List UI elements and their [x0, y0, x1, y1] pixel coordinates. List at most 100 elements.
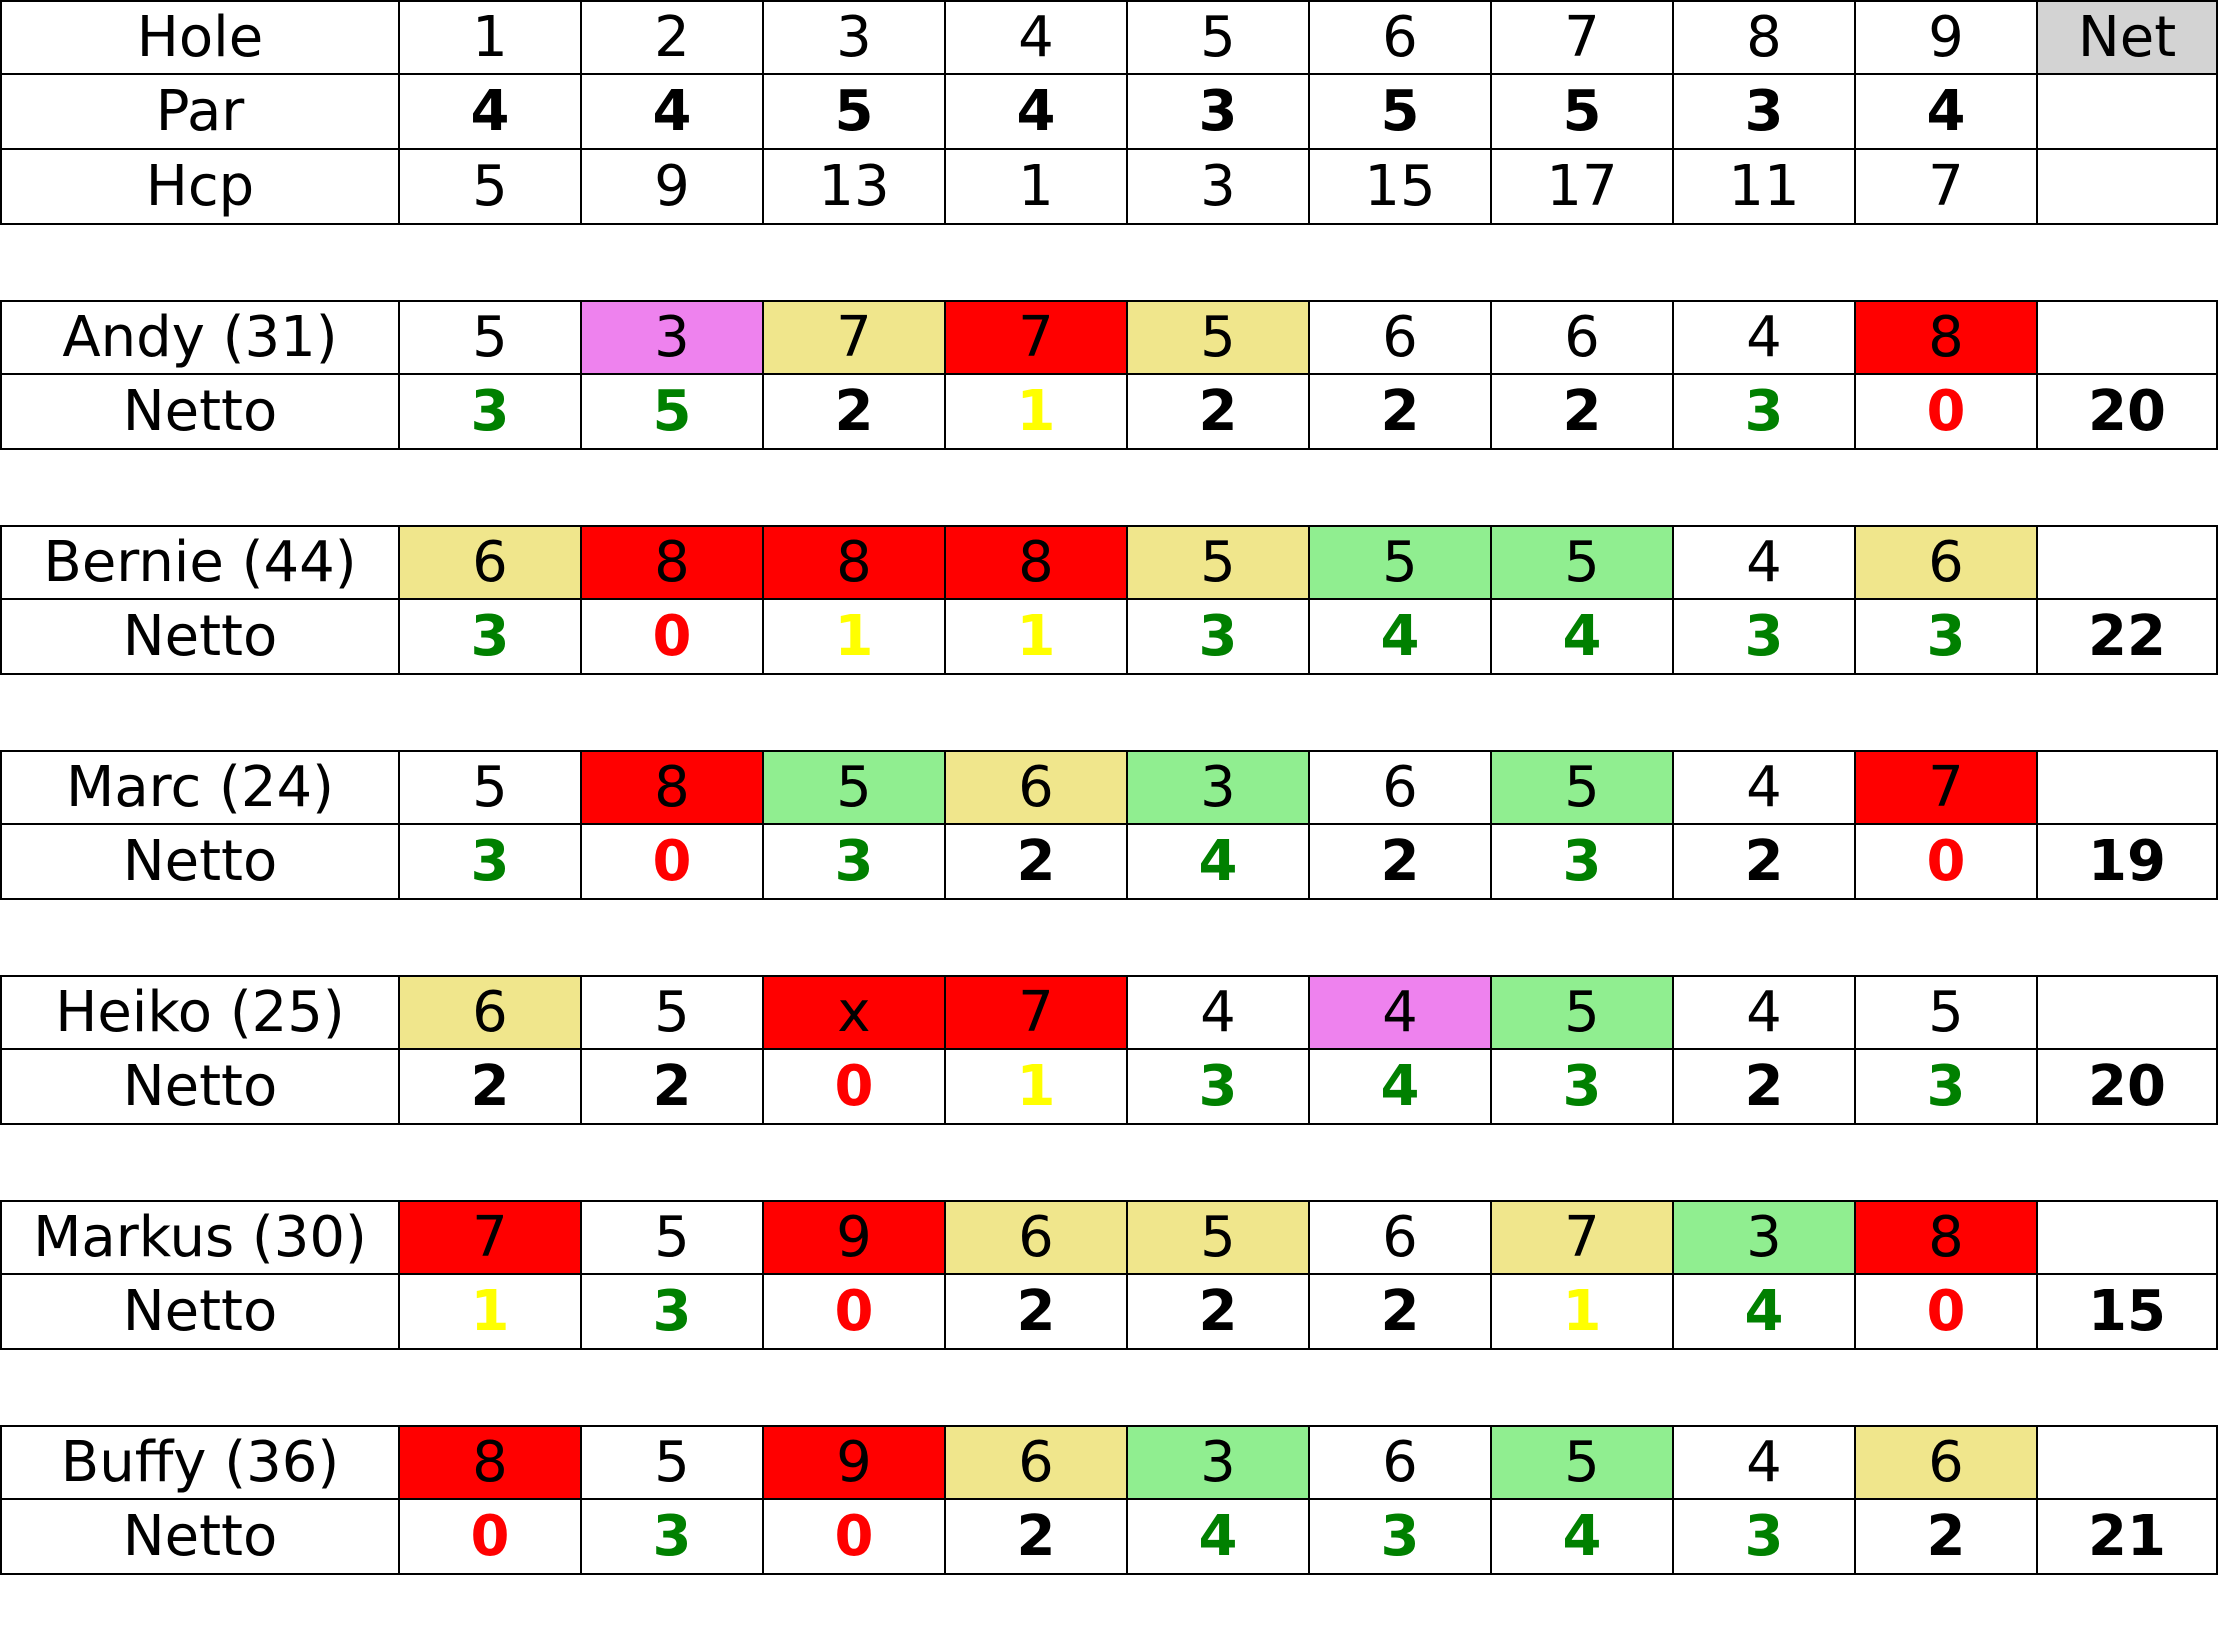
netto-cell: 1 [946, 1050, 1128, 1125]
player-name: Heiko (25) [0, 975, 400, 1050]
net-header: Net [2038, 0, 2218, 75]
player-netto-row: Netto 2 2 0 1 3 4 3 2 3 20 [0, 1050, 2218, 1125]
stroke-cell: 5 [582, 975, 764, 1050]
netto-cell: 2 [946, 1500, 1128, 1575]
netto-cell: 0 [582, 825, 764, 900]
header-hole-2: 2 [582, 0, 764, 75]
netto-cell: 1 [1492, 1275, 1674, 1350]
header-hole-7: 17 [1492, 150, 1674, 225]
stroke-cell: 3 [1674, 1200, 1856, 1275]
stroke-cell: 7 [946, 300, 1128, 375]
stroke-cell: 6 [400, 975, 582, 1050]
netto-cell: 4 [1310, 1050, 1492, 1125]
header-hole-4: 4 [946, 0, 1128, 75]
stroke-cell: 5 [1492, 750, 1674, 825]
player-netto-row: Netto 3 0 1 1 3 4 4 3 3 22 [0, 600, 2218, 675]
player-name: Markus (30) [0, 1200, 400, 1275]
netto-cell: 2 [1310, 825, 1492, 900]
player-name: Andy (31) [0, 300, 400, 375]
header-hole-1: 5 [400, 150, 582, 225]
netto-cell: 2 [1674, 1050, 1856, 1125]
player-name: Bernie (44) [0, 525, 400, 600]
stroke-cell: 4 [1674, 1425, 1856, 1500]
header-hole-8: 11 [1674, 150, 1856, 225]
stroke-cell: 4 [1128, 975, 1310, 1050]
stroke-cell: 7 [1856, 750, 2038, 825]
header-hole-7: 7 [1492, 0, 1674, 75]
stroke-cell: 8 [946, 525, 1128, 600]
header-hole-5: 5 [1128, 0, 1310, 75]
header-row-par: Par 4 4 5 4 3 5 5 3 4 [0, 75, 2218, 150]
player-strokes-row: Buffy (36) 8 5 9 6 3 6 5 4 6 [0, 1425, 2218, 1500]
stroke-cell: 6 [1310, 750, 1492, 825]
net-total: 20 [2038, 1050, 2218, 1125]
stroke-cell: 5 [400, 750, 582, 825]
player-netto-row: Netto 3 5 2 1 2 2 2 3 0 20 [0, 375, 2218, 450]
header-hole-5: 3 [1128, 150, 1310, 225]
netto-cell: 2 [946, 1275, 1128, 1350]
player-strokes-row: Marc (24) 5 8 5 6 3 6 5 4 7 [0, 750, 2218, 825]
stroke-cell: 5 [400, 300, 582, 375]
stroke-cell: x [764, 975, 946, 1050]
header-label: Par [0, 75, 400, 150]
stroke-net-empty [2038, 975, 2218, 1050]
stroke-cell: 4 [1674, 750, 1856, 825]
stroke-net-empty [2038, 525, 2218, 600]
netto-cell: 3 [400, 375, 582, 450]
netto-cell: 3 [1310, 1500, 1492, 1575]
netto-label: Netto [0, 1050, 400, 1125]
stroke-cell: 6 [946, 1425, 1128, 1500]
stroke-cell: 3 [582, 300, 764, 375]
player-strokes-row: Heiko (25) 6 5 x 7 4 4 5 4 5 [0, 975, 2218, 1050]
stroke-cell: 4 [1674, 525, 1856, 600]
stroke-net-empty [2038, 1200, 2218, 1275]
netto-cell: 5 [582, 375, 764, 450]
netto-cell: 2 [946, 825, 1128, 900]
net-total: 19 [2038, 825, 2218, 900]
stroke-cell: 8 [1856, 1200, 2038, 1275]
netto-cell: 2 [1856, 1500, 2038, 1575]
stroke-net-empty [2038, 1425, 2218, 1500]
stroke-cell: 4 [1674, 975, 1856, 1050]
net-total: 22 [2038, 600, 2218, 675]
netto-cell: 1 [764, 600, 946, 675]
header-label: Hole [0, 0, 400, 75]
netto-cell: 3 [582, 1500, 764, 1575]
net-total: 20 [2038, 375, 2218, 450]
stroke-net-empty [2038, 750, 2218, 825]
netto-cell: 2 [1492, 375, 1674, 450]
stroke-cell: 6 [1310, 300, 1492, 375]
player-netto-row: Netto 1 3 0 2 2 2 1 4 0 15 [0, 1275, 2218, 1350]
stroke-cell: 5 [1128, 1200, 1310, 1275]
header-label: Hcp [0, 150, 400, 225]
netto-cell: 2 [1128, 375, 1310, 450]
netto-label: Netto [0, 600, 400, 675]
stroke-net-empty [2038, 300, 2218, 375]
netto-cell: 2 [1310, 375, 1492, 450]
stroke-cell: 7 [946, 975, 1128, 1050]
header-hole-3: 3 [764, 0, 946, 75]
header-hole-9: 9 [1856, 0, 2038, 75]
stroke-cell: 8 [400, 1425, 582, 1500]
netto-cell: 0 [764, 1050, 946, 1125]
stroke-cell: 3 [1128, 750, 1310, 825]
player-netto-row: Netto 0 3 0 2 4 3 4 3 2 21 [0, 1500, 2218, 1575]
header-hole-1: 1 [400, 0, 582, 75]
netto-cell: 3 [1856, 600, 2038, 675]
stroke-cell: 6 [946, 1200, 1128, 1275]
netto-cell: 2 [764, 375, 946, 450]
stroke-cell: 5 [1856, 975, 2038, 1050]
stroke-cell: 9 [764, 1200, 946, 1275]
netto-cell: 4 [1492, 1500, 1674, 1575]
stroke-cell: 9 [764, 1425, 946, 1500]
netto-cell: 3 [400, 825, 582, 900]
netto-cell: 3 [764, 825, 946, 900]
stroke-cell: 6 [1310, 1425, 1492, 1500]
netto-cell: 0 [1856, 375, 2038, 450]
netto-cell: 2 [400, 1050, 582, 1125]
stroke-cell: 5 [582, 1425, 764, 1500]
net-total: 21 [2038, 1500, 2218, 1575]
player-netto-row: Netto 3 0 3 2 4 2 3 2 0 19 [0, 825, 2218, 900]
netto-cell: 1 [400, 1275, 582, 1350]
header-hole-4: 4 [946, 75, 1128, 150]
